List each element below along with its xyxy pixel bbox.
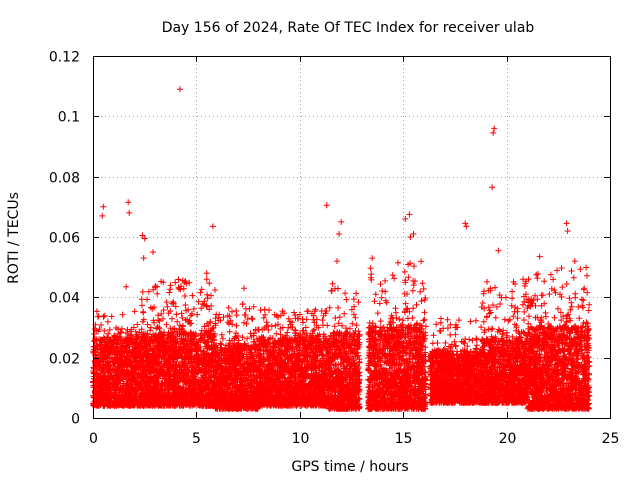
data-point — [260, 314, 267, 321]
data-point — [181, 293, 188, 299]
data-point — [155, 324, 162, 331]
data-point — [226, 328, 233, 335]
data-point — [178, 310, 185, 317]
data-point — [134, 321, 141, 328]
data-point — [239, 301, 246, 308]
data-point — [104, 318, 111, 325]
data-point — [285, 315, 292, 322]
data-point — [147, 324, 154, 331]
data-point — [139, 288, 146, 295]
grid-layer — [93, 56, 610, 418]
data-point — [140, 308, 147, 315]
data-point — [225, 304, 232, 311]
data-point — [94, 313, 101, 320]
data-point — [166, 289, 173, 296]
data-point — [175, 276, 182, 283]
data-point — [262, 311, 269, 318]
data-point — [212, 287, 218, 293]
data-point — [131, 308, 138, 315]
data-point — [194, 311, 201, 318]
data-points — [90, 86, 593, 412]
data-point — [108, 313, 115, 320]
data-point — [169, 315, 175, 322]
data-point — [100, 313, 107, 320]
data-point — [218, 341, 225, 348]
data-point — [163, 299, 170, 306]
data-point — [153, 325, 160, 332]
data-point — [182, 302, 189, 308]
data-point — [233, 307, 240, 314]
data-point — [189, 292, 196, 299]
chart-title: Day 156 of 2024, Rate Of TEC Index for r… — [162, 20, 535, 36]
data-point — [167, 282, 174, 289]
data-point — [106, 326, 113, 333]
data-point — [197, 289, 204, 296]
data-point — [154, 290, 161, 297]
data-point — [204, 295, 211, 302]
data-point — [118, 329, 125, 336]
data-point — [138, 296, 145, 303]
data-point — [233, 322, 240, 329]
data-point — [198, 286, 205, 293]
data-point — [266, 307, 272, 314]
data-point — [101, 327, 108, 334]
data-point — [239, 334, 246, 341]
data-point — [144, 321, 151, 328]
data-point — [218, 331, 225, 338]
data-point — [173, 311, 180, 318]
data-point — [155, 312, 162, 319]
data-point — [119, 311, 126, 318]
data-point — [98, 322, 105, 328]
data-point — [163, 321, 170, 328]
data-point — [172, 279, 179, 286]
data-point — [248, 315, 255, 322]
data-point — [204, 291, 211, 298]
data-point — [273, 330, 280, 337]
data-point — [268, 323, 275, 330]
data-point — [139, 302, 145, 309]
data-point — [164, 303, 171, 310]
data-point — [101, 312, 108, 319]
data-point — [136, 329, 143, 336]
data-point — [93, 308, 100, 315]
data-point — [95, 328, 102, 335]
